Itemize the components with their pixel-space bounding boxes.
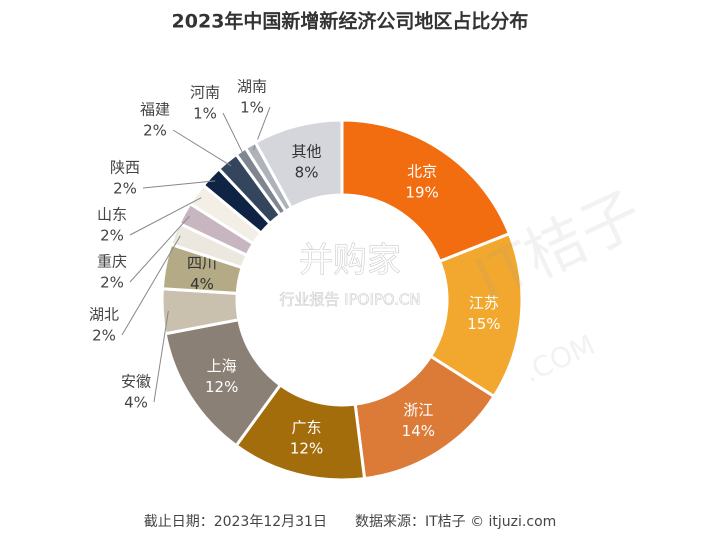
value-label: 12% xyxy=(205,378,238,396)
slice-label: 重庆 xyxy=(97,253,127,271)
slice-label: 安徽 xyxy=(121,373,151,391)
leader-line xyxy=(121,235,181,336)
slice-label: 浙江 xyxy=(403,401,433,419)
leader-line xyxy=(142,180,216,189)
value-label: 2% xyxy=(100,227,124,245)
leader-line xyxy=(129,215,190,283)
value-label: 2% xyxy=(92,327,116,345)
value-label: 14% xyxy=(402,422,435,440)
source-note: 截止日期：2023年12月31日 数据来源：IT桔子 © itjuzi.com xyxy=(144,514,557,530)
leader-line xyxy=(129,197,202,236)
value-label: 19% xyxy=(405,184,438,202)
slice-label: 山东 xyxy=(97,206,127,224)
value-label: 15% xyxy=(467,315,500,333)
value-label: 1% xyxy=(240,99,264,117)
value-label: 4% xyxy=(190,275,214,293)
watermark: .COM xyxy=(519,328,601,389)
slice-label: 湖北 xyxy=(89,306,119,324)
slice-label: 湖南 xyxy=(237,78,267,96)
value-label: 1% xyxy=(193,105,217,123)
donut-slice xyxy=(340,118,512,264)
slice-label: 河南 xyxy=(190,84,220,102)
value-label: 4% xyxy=(124,394,148,412)
value-label: 8% xyxy=(295,163,319,181)
donut-slice xyxy=(253,118,344,211)
value-label: 2% xyxy=(113,180,137,198)
slice-label: 福建 xyxy=(140,101,170,119)
value-label: 2% xyxy=(100,274,124,292)
chart-title: 2023年中国新增新经济公司地区占比分布 xyxy=(172,10,529,33)
slice-label: 上海 xyxy=(207,357,237,375)
watermark: 并购家 xyxy=(299,241,401,281)
slice-label: 江苏 xyxy=(469,294,499,312)
slice-label: 广东 xyxy=(292,419,322,437)
value-label: 12% xyxy=(290,440,323,458)
value-label: 2% xyxy=(143,122,167,140)
slice-label: 陕西 xyxy=(110,159,140,177)
leader-line xyxy=(172,129,232,167)
slice-label: 北京 xyxy=(407,163,437,181)
leader-line xyxy=(153,310,169,403)
slice-label: 其他 xyxy=(292,142,322,160)
watermark: 行业报告 IPOIPO.CN xyxy=(279,291,420,309)
leader-line xyxy=(222,112,245,157)
